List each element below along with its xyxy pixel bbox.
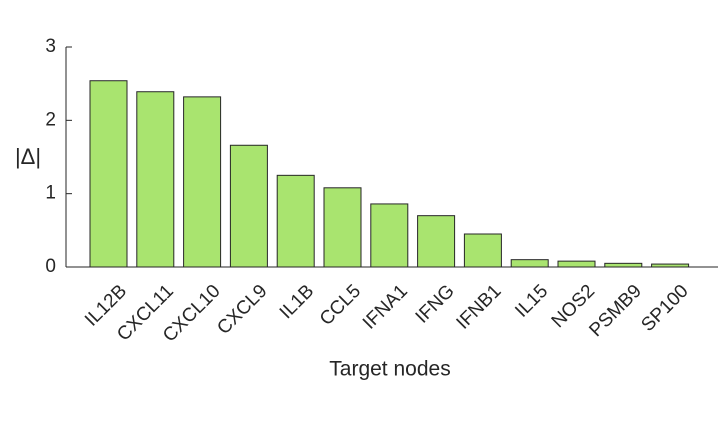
x-tick-label: IFNA1: [359, 281, 412, 334]
x-tick-label: CXCL9: [213, 281, 271, 339]
x-tick-label: IL15: [511, 281, 552, 322]
bar: [229, 144, 268, 268]
bar: [463, 233, 502, 268]
bar: [276, 174, 315, 268]
x-tick-label: IFNG: [412, 281, 459, 328]
bar: [557, 260, 596, 268]
bar: [136, 91, 175, 268]
bar: [89, 80, 128, 268]
x-tick-label: SP100: [637, 281, 692, 336]
y-tick-label: 3: [45, 36, 56, 57]
y-axis-label: |Δ|: [15, 144, 41, 169]
bar: [417, 215, 456, 268]
bar: [510, 259, 549, 268]
y-tick-label: 0: [45, 256, 56, 277]
bar: [183, 96, 222, 268]
bar: [370, 203, 409, 268]
bar: [323, 187, 362, 268]
bar: [604, 262, 643, 268]
x-tick-label: CCL5: [316, 281, 365, 330]
x-tick-label: PSMB9: [585, 281, 645, 341]
x-tick-label: IL1B: [276, 281, 318, 323]
x-axis-label: Target nodes: [329, 358, 450, 381]
y-tick-label: 1: [45, 183, 56, 204]
y-tick-label: 2: [45, 109, 56, 130]
x-tick-label: IFNB1: [453, 281, 506, 334]
